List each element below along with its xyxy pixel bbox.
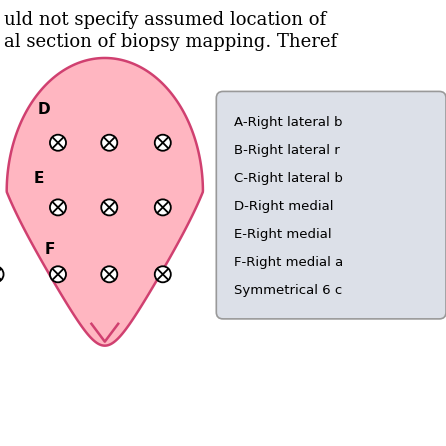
Circle shape: [50, 199, 66, 215]
Text: C-Right lateral b: C-Right lateral b: [234, 172, 343, 185]
Text: E: E: [33, 171, 44, 186]
Text: E-Right medial: E-Right medial: [234, 228, 332, 241]
Text: al section of biopsy mapping. Theref: al section of biopsy mapping. Theref: [4, 33, 338, 51]
Text: A-Right lateral b: A-Right lateral b: [234, 116, 343, 129]
Circle shape: [50, 266, 66, 282]
Circle shape: [101, 266, 117, 282]
Circle shape: [155, 266, 171, 282]
Circle shape: [155, 199, 171, 215]
Text: F-Right medial a: F-Right medial a: [234, 256, 343, 269]
Circle shape: [0, 266, 4, 282]
Text: B-Right lateral r: B-Right lateral r: [234, 144, 340, 157]
Polygon shape: [7, 58, 203, 346]
Text: F: F: [45, 242, 55, 257]
Text: D-Right medial: D-Right medial: [234, 200, 334, 213]
Circle shape: [101, 135, 117, 151]
Circle shape: [155, 135, 171, 151]
Circle shape: [50, 135, 66, 151]
Circle shape: [101, 199, 117, 215]
Text: uld not specify assumed location of: uld not specify assumed location of: [4, 11, 326, 29]
FancyBboxPatch shape: [216, 91, 446, 319]
Text: D: D: [38, 102, 50, 117]
Text: Symmetrical 6 c: Symmetrical 6 c: [234, 284, 343, 297]
